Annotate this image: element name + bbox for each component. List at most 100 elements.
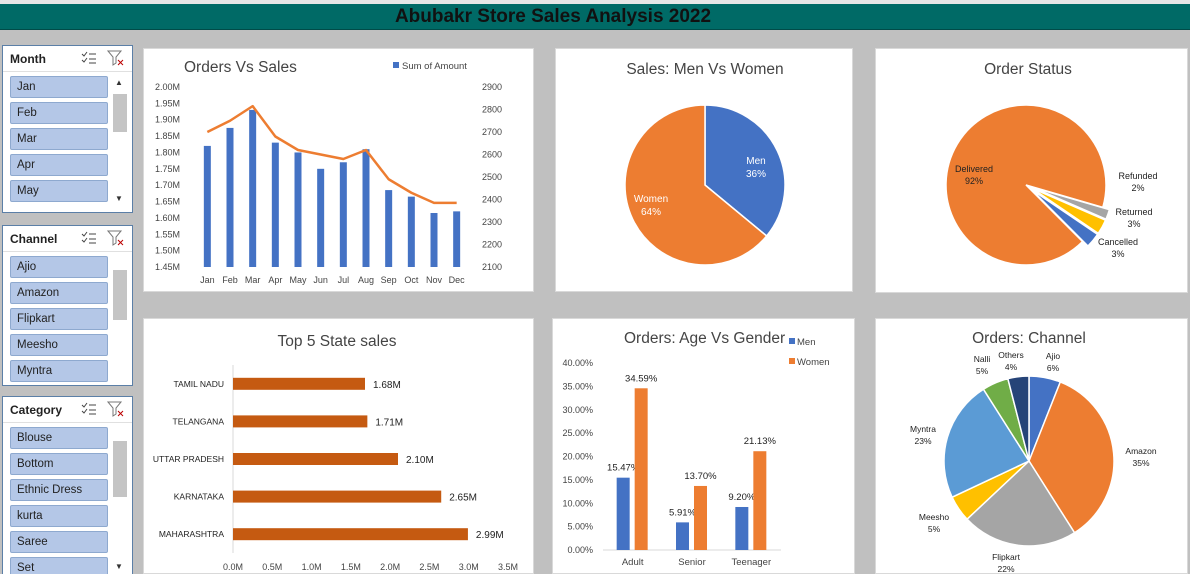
month-item-jan[interactable]: Jan (10, 76, 108, 98)
month-item-may[interactable]: May (10, 180, 108, 202)
multi-select-icon[interactable] (81, 51, 97, 65)
y-tick-label: 35.00% (562, 381, 593, 391)
pie-slice-cancelled[interactable] (1030, 188, 1099, 248)
month-item-mar[interactable]: Mar (10, 128, 108, 150)
clear-filter-icon[interactable] (107, 50, 125, 66)
sales-bar[interactable] (362, 149, 370, 267)
y-tick-label: 5.00% (567, 522, 593, 532)
scroll-up-arrow-icon[interactable]: ▲ (115, 78, 123, 87)
y-tick-label: MAHARASHTRA (159, 529, 225, 539)
category-item-saree[interactable]: Saree (10, 531, 108, 553)
y-tick-label: 1.90M (155, 115, 180, 125)
sales-bar[interactable] (407, 196, 415, 267)
category-item-set[interactable]: Set (10, 557, 108, 574)
pie-slice-refunded[interactable] (1032, 186, 1111, 221)
pie-slice-amazon[interactable] (1028, 380, 1115, 534)
pie-slice-flipkart[interactable] (965, 459, 1076, 547)
pie-slice-men[interactable] (704, 104, 786, 238)
top-states-chart: Top 5 State sales 1.68M TAMIL NADU 1.71M TEL… (153, 333, 518, 572)
scroll-down-arrow-icon[interactable]: ▼ (115, 562, 123, 571)
state-bar[interactable] (233, 377, 365, 390)
state-bar[interactable] (233, 453, 398, 465)
legend-label: Women (797, 357, 830, 368)
channel-item-meesho[interactable]: Meesho (10, 334, 108, 356)
women-bar[interactable] (753, 451, 767, 550)
y2-tick-label: 2300 (482, 217, 502, 227)
x-tick-label: Apr (268, 275, 282, 285)
sales-bar[interactable] (385, 190, 393, 267)
sales-bar[interactable] (226, 127, 234, 267)
scrollbar-thumb[interactable] (113, 270, 127, 320)
top-states-card[interactable]: Top 5 State sales 1.68M TAMIL NADU 1.71M TEL… (143, 318, 534, 574)
category-item-kurta[interactable]: kurta (10, 505, 108, 527)
sales-bar[interactable] (271, 142, 279, 267)
channel-item-ajio[interactable]: Ajio (10, 256, 108, 278)
month-item-feb[interactable]: Feb (10, 102, 108, 124)
orders-vs-sales-card[interactable]: Orders Vs Sales Sum of Amount 1.45M 1.50M 1.… (143, 48, 534, 292)
scrollbar-thumb[interactable] (113, 94, 127, 132)
slicer-scrollbar[interactable]: ▼ (113, 425, 127, 574)
month-slicer[interactable]: Month Jan Feb Mar Apr May ▲ ▼ (2, 45, 133, 213)
x-tick-label: Sep (381, 275, 397, 285)
men-bar[interactable] (616, 477, 630, 550)
x-tick-label: Jan (200, 275, 215, 285)
category-item-bottom[interactable]: Bottom (10, 453, 108, 475)
data-label: 1.68M (373, 380, 401, 391)
women-bar[interactable] (694, 485, 707, 550)
slicer-title: Channel (10, 232, 58, 246)
channel-item-flipkart[interactable]: Flipkart (10, 308, 108, 330)
channel-item-amazon[interactable]: Amazon (10, 282, 108, 304)
data-label: 4% (1005, 362, 1018, 372)
data-label: 21.13% (744, 436, 777, 447)
sales-bar[interactable] (317, 168, 325, 267)
data-label: 3% (1127, 219, 1140, 229)
age-gender-card[interactable]: Orders: Age Vs Gender Men Women 0.00% 5.00% 1… (552, 318, 855, 574)
sales-gender-card[interactable]: Sales: Men Vs Women Men 36% Women 64% (555, 48, 853, 292)
y-tick-label: 1.50M (155, 246, 180, 256)
slicer-scrollbar[interactable] (113, 254, 127, 382)
order-status-card[interactable]: Order Status Delivered 92% Refunded 2% Return… (875, 48, 1188, 293)
pie-slice-myntra[interactable] (943, 388, 1031, 499)
state-bar[interactable] (233, 528, 468, 541)
channel-slicer[interactable]: Channel Ajio Amazon Flipkart Meesho Mynt… (2, 225, 133, 386)
orders-channel-chart: Orders: Channel Ajio 6% Amazon 35% Flipkart 22… (910, 330, 1157, 574)
men-bar[interactable] (676, 522, 689, 550)
multi-select-icon[interactable] (81, 231, 97, 245)
clear-filter-icon[interactable] (107, 401, 125, 417)
y2-tick-label: 2500 (482, 172, 502, 182)
scroll-down-arrow-icon[interactable]: ▼ (115, 194, 123, 203)
pie-slice-delivered[interactable] (945, 104, 1107, 266)
category-item-ethnic-dress[interactable]: Ethnic Dress (10, 479, 108, 501)
channel-item-myntra[interactable]: Myntra (10, 360, 108, 382)
state-bar[interactable] (233, 415, 368, 428)
data-label: Men (746, 156, 765, 167)
category-item-blouse[interactable]: Blouse (10, 427, 108, 449)
sales-bar[interactable] (249, 109, 257, 267)
multi-select-icon[interactable] (81, 402, 97, 416)
category-slicer[interactable]: Category Blouse Bottom Ethnic Dress kurt… (2, 396, 133, 574)
data-label: 36% (746, 169, 766, 180)
sales-bar[interactable] (453, 211, 461, 267)
sales-bar[interactable] (339, 162, 347, 267)
sales-bar[interactable] (430, 213, 438, 267)
sales-bar[interactable] (294, 152, 302, 267)
state-bar[interactable] (233, 490, 442, 503)
slicer-scrollbar[interactable]: ▲ ▼ (113, 74, 127, 210)
data-label: 5% (976, 366, 989, 376)
month-item-apr[interactable]: Apr (10, 154, 108, 176)
scrollbar-thumb[interactable] (113, 441, 127, 497)
clear-filter-icon[interactable] (107, 230, 125, 246)
x-tick-label: Adult (622, 557, 644, 568)
pie-slice-women[interactable] (624, 104, 768, 266)
sheet-gridline (0, 0, 1190, 4)
pie-slice-others[interactable] (1006, 375, 1030, 462)
y-tick-label: 2.00M (155, 82, 180, 92)
orders-line[interactable] (206, 104, 457, 205)
y-tick-label: 10.00% (562, 498, 593, 508)
data-label: Cancelled (1098, 237, 1138, 247)
orders-channel-card[interactable]: Orders: Channel Ajio 6% Amazon 35% Flipkart 22… (875, 318, 1188, 574)
women-bar[interactable] (634, 388, 648, 550)
sales-bar[interactable] (203, 145, 211, 267)
men-bar[interactable] (735, 506, 749, 550)
pie-slice-returned[interactable] (1031, 187, 1107, 235)
